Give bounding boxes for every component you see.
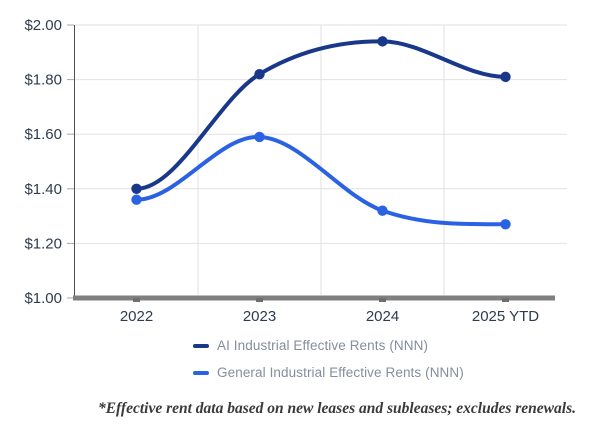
legend-item-ai-industrial: AI Industrial Effective Rents (NNN) xyxy=(193,332,464,359)
ai-series-line-swatch xyxy=(193,343,209,348)
data-point xyxy=(131,194,142,205)
data-point xyxy=(500,219,511,230)
x-tick-label: 2022 xyxy=(120,308,153,325)
legend-label-general-industrial: General Industrial Effective Rents (NNN) xyxy=(217,365,464,380)
y-tick-label: $1.00 xyxy=(24,290,62,307)
x-axis-baseline xyxy=(73,295,555,301)
data-point xyxy=(377,205,388,216)
y-tick-label: $1.60 xyxy=(24,126,62,143)
data-point xyxy=(377,36,388,47)
legend-item-general-industrial: General Industrial Effective Rents (NNN) xyxy=(193,359,464,386)
data-point xyxy=(131,183,142,194)
industrial-rents-line-chart: $2.00 $1.80 $1.60 $1.40 $1.20 $1.00 2022 2023 20… xyxy=(24,17,567,325)
x-tick xyxy=(256,298,263,302)
chart-legend: AI Industrial Effective Rents (NNN) Gene… xyxy=(193,332,464,386)
data-point xyxy=(254,131,265,143)
general-series-line-swatch xyxy=(193,370,209,375)
x-tick xyxy=(379,298,386,302)
x-tick-label: 2025 YTD xyxy=(472,308,539,325)
x-tick-label: 2024 xyxy=(366,308,399,325)
series-line xyxy=(134,39,508,191)
y-tick-label: $1.40 xyxy=(24,181,62,198)
x-tick xyxy=(502,298,509,302)
y-tick-label: $1.80 xyxy=(24,72,62,89)
y-tick-label: $2.00 xyxy=(24,17,62,34)
y-tick-label: $1.20 xyxy=(24,235,62,252)
series-line xyxy=(134,134,508,227)
x-tick-label: 2023 xyxy=(243,308,276,325)
data-point xyxy=(500,71,511,83)
x-tick xyxy=(133,298,140,302)
legend-label-ai-industrial: AI Industrial Effective Rents (NNN) xyxy=(217,338,429,353)
data-point xyxy=(254,68,265,80)
chart-footnote: *Effective rent data based on new leases… xyxy=(97,400,576,417)
